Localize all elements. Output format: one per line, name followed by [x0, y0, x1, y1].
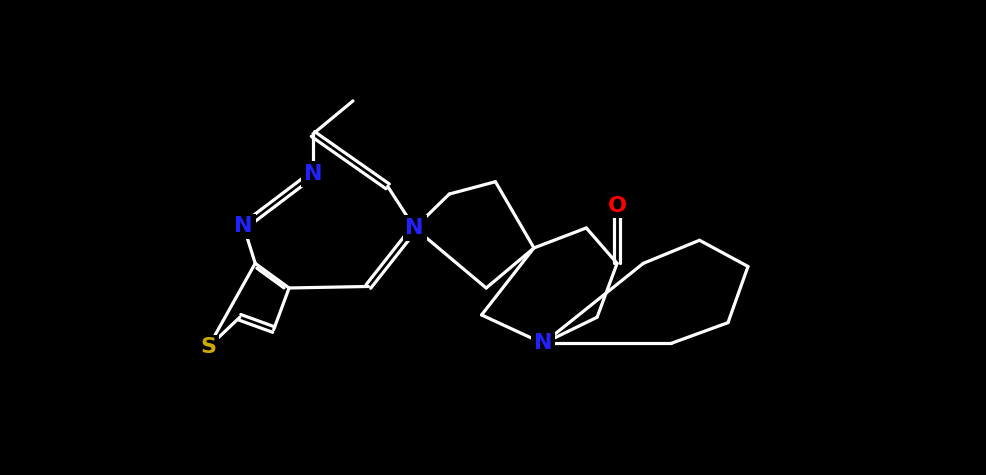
Text: N: N — [304, 164, 321, 184]
Text: N: N — [405, 218, 423, 238]
Text: S: S — [200, 337, 216, 357]
Text: O: O — [607, 196, 626, 216]
Text: N: N — [533, 333, 552, 353]
Text: N: N — [234, 217, 252, 237]
